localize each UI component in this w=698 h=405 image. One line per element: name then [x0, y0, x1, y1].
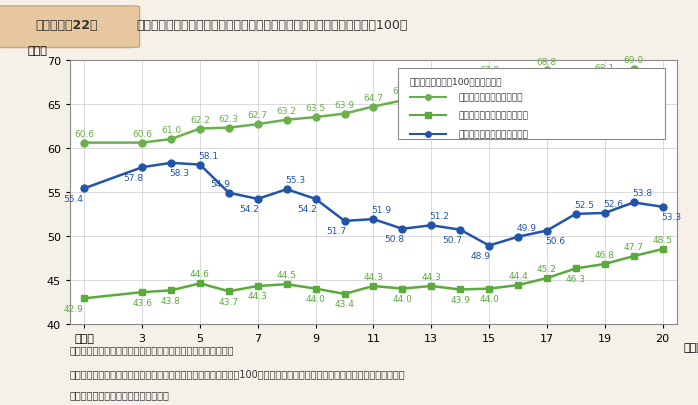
- Text: 54.2: 54.2: [297, 205, 317, 214]
- Text: 44.3: 44.3: [248, 292, 268, 301]
- Text: 63.5: 63.5: [306, 104, 326, 113]
- Text: 48.5: 48.5: [653, 235, 673, 245]
- Text: 52.6: 52.6: [603, 200, 623, 209]
- Text: 男性一般労働者を100とした場合の: 男性一般労働者を100とした場合の: [410, 77, 503, 86]
- Text: 62.7: 62.7: [248, 111, 268, 120]
- Text: 女性一般労働者の給与水準: 女性一般労働者の給与水準: [459, 93, 523, 102]
- Text: 44.4: 44.4: [508, 271, 528, 280]
- Text: 55.3: 55.3: [285, 176, 305, 185]
- Text: 44.0: 44.0: [479, 294, 499, 303]
- Text: 67.1: 67.1: [566, 92, 586, 101]
- Text: 53.8: 53.8: [632, 189, 652, 198]
- Text: 47.7: 47.7: [624, 243, 644, 252]
- Text: 46.8: 46.8: [595, 250, 615, 259]
- Text: 60.6: 60.6: [74, 129, 94, 138]
- Text: 53.3: 53.3: [661, 213, 681, 222]
- Text: 44.5: 44.5: [276, 271, 297, 279]
- Text: 50.7: 50.7: [442, 236, 462, 245]
- Text: 労働者の１時間当たり平均所定内給与格差の推移（男性一般労働者＝100）: 労働者の１時間当たり平均所定内給与格差の推移（男性一般労働者＝100）: [136, 19, 408, 32]
- Text: 44.0: 44.0: [306, 294, 325, 303]
- Text: （年）: （年）: [683, 343, 698, 352]
- Text: 57.8: 57.8: [124, 173, 144, 182]
- Text: 62.3: 62.3: [219, 114, 239, 124]
- Text: 43.6: 43.6: [132, 298, 152, 307]
- Text: 第１－特－22図: 第１－特－22図: [35, 19, 98, 32]
- Text: 49.9: 49.9: [517, 223, 536, 232]
- Text: 54.2: 54.2: [239, 205, 260, 214]
- Text: 43.8: 43.8: [161, 296, 181, 305]
- Text: 50.6: 50.6: [545, 237, 565, 245]
- Text: 51.7: 51.7: [326, 227, 346, 236]
- Text: ２．男性一般労働者の１時間当たり平均所定内給与額を100として，各区分の１時間当たり平均所定内給与額の水準: ２．男性一般労働者の１時間当たり平均所定内給与額を100として，各区分の１時間当…: [70, 369, 406, 379]
- Text: 46.3: 46.3: [566, 274, 586, 283]
- Text: 50.8: 50.8: [384, 235, 404, 244]
- Text: 45.2: 45.2: [537, 264, 557, 273]
- Text: 男性短時間労働者の給与水準: 男性短時間労働者の給与水準: [459, 130, 528, 139]
- Text: 66.1: 66.1: [450, 81, 470, 90]
- Text: 54.9: 54.9: [211, 179, 230, 188]
- Text: 43.4: 43.4: [334, 300, 355, 309]
- Text: を算出したものである。: を算出したものである。: [70, 389, 170, 399]
- Text: 65.4: 65.4: [392, 87, 413, 96]
- Text: 52.5: 52.5: [574, 200, 594, 209]
- Text: 44.3: 44.3: [422, 272, 441, 281]
- Text: 55.4: 55.4: [63, 194, 83, 203]
- Text: 68.1: 68.1: [595, 64, 615, 72]
- Text: （備考）１．厚生労働省「賃金構造基本統計調査」より作成。: （備考）１．厚生労働省「賃金構造基本統計調査」より作成。: [70, 344, 235, 354]
- Text: 60.6: 60.6: [132, 129, 152, 138]
- Text: 43.9: 43.9: [450, 295, 470, 304]
- Text: 62.2: 62.2: [190, 115, 210, 124]
- Text: 67.6: 67.6: [508, 68, 528, 77]
- Text: 女性短時間労働者の給与水準: 女性短時間労働者の給与水準: [459, 111, 528, 121]
- Text: 63.2: 63.2: [276, 107, 297, 115]
- Text: 63.9: 63.9: [334, 100, 355, 109]
- FancyBboxPatch shape: [398, 68, 665, 140]
- Text: 69.0: 69.0: [623, 55, 644, 64]
- FancyBboxPatch shape: [0, 7, 140, 49]
- Text: 64.7: 64.7: [364, 93, 383, 102]
- Text: 43.7: 43.7: [219, 297, 239, 306]
- Text: 44.6: 44.6: [190, 270, 210, 279]
- Text: 66.3: 66.3: [421, 79, 441, 88]
- Text: （％）: （％）: [27, 45, 47, 55]
- Text: 48.9: 48.9: [470, 252, 491, 260]
- Text: 51.2: 51.2: [429, 212, 450, 221]
- Text: 58.1: 58.1: [198, 151, 218, 160]
- Text: 68.8: 68.8: [537, 58, 557, 66]
- Text: 51.9: 51.9: [372, 206, 392, 215]
- Text: 61.0: 61.0: [161, 126, 181, 135]
- Text: 44.3: 44.3: [364, 272, 383, 281]
- Text: 44.0: 44.0: [392, 294, 413, 303]
- Text: 58.3: 58.3: [170, 169, 189, 178]
- Text: 67.8: 67.8: [479, 66, 499, 75]
- Text: 42.9: 42.9: [64, 304, 83, 313]
